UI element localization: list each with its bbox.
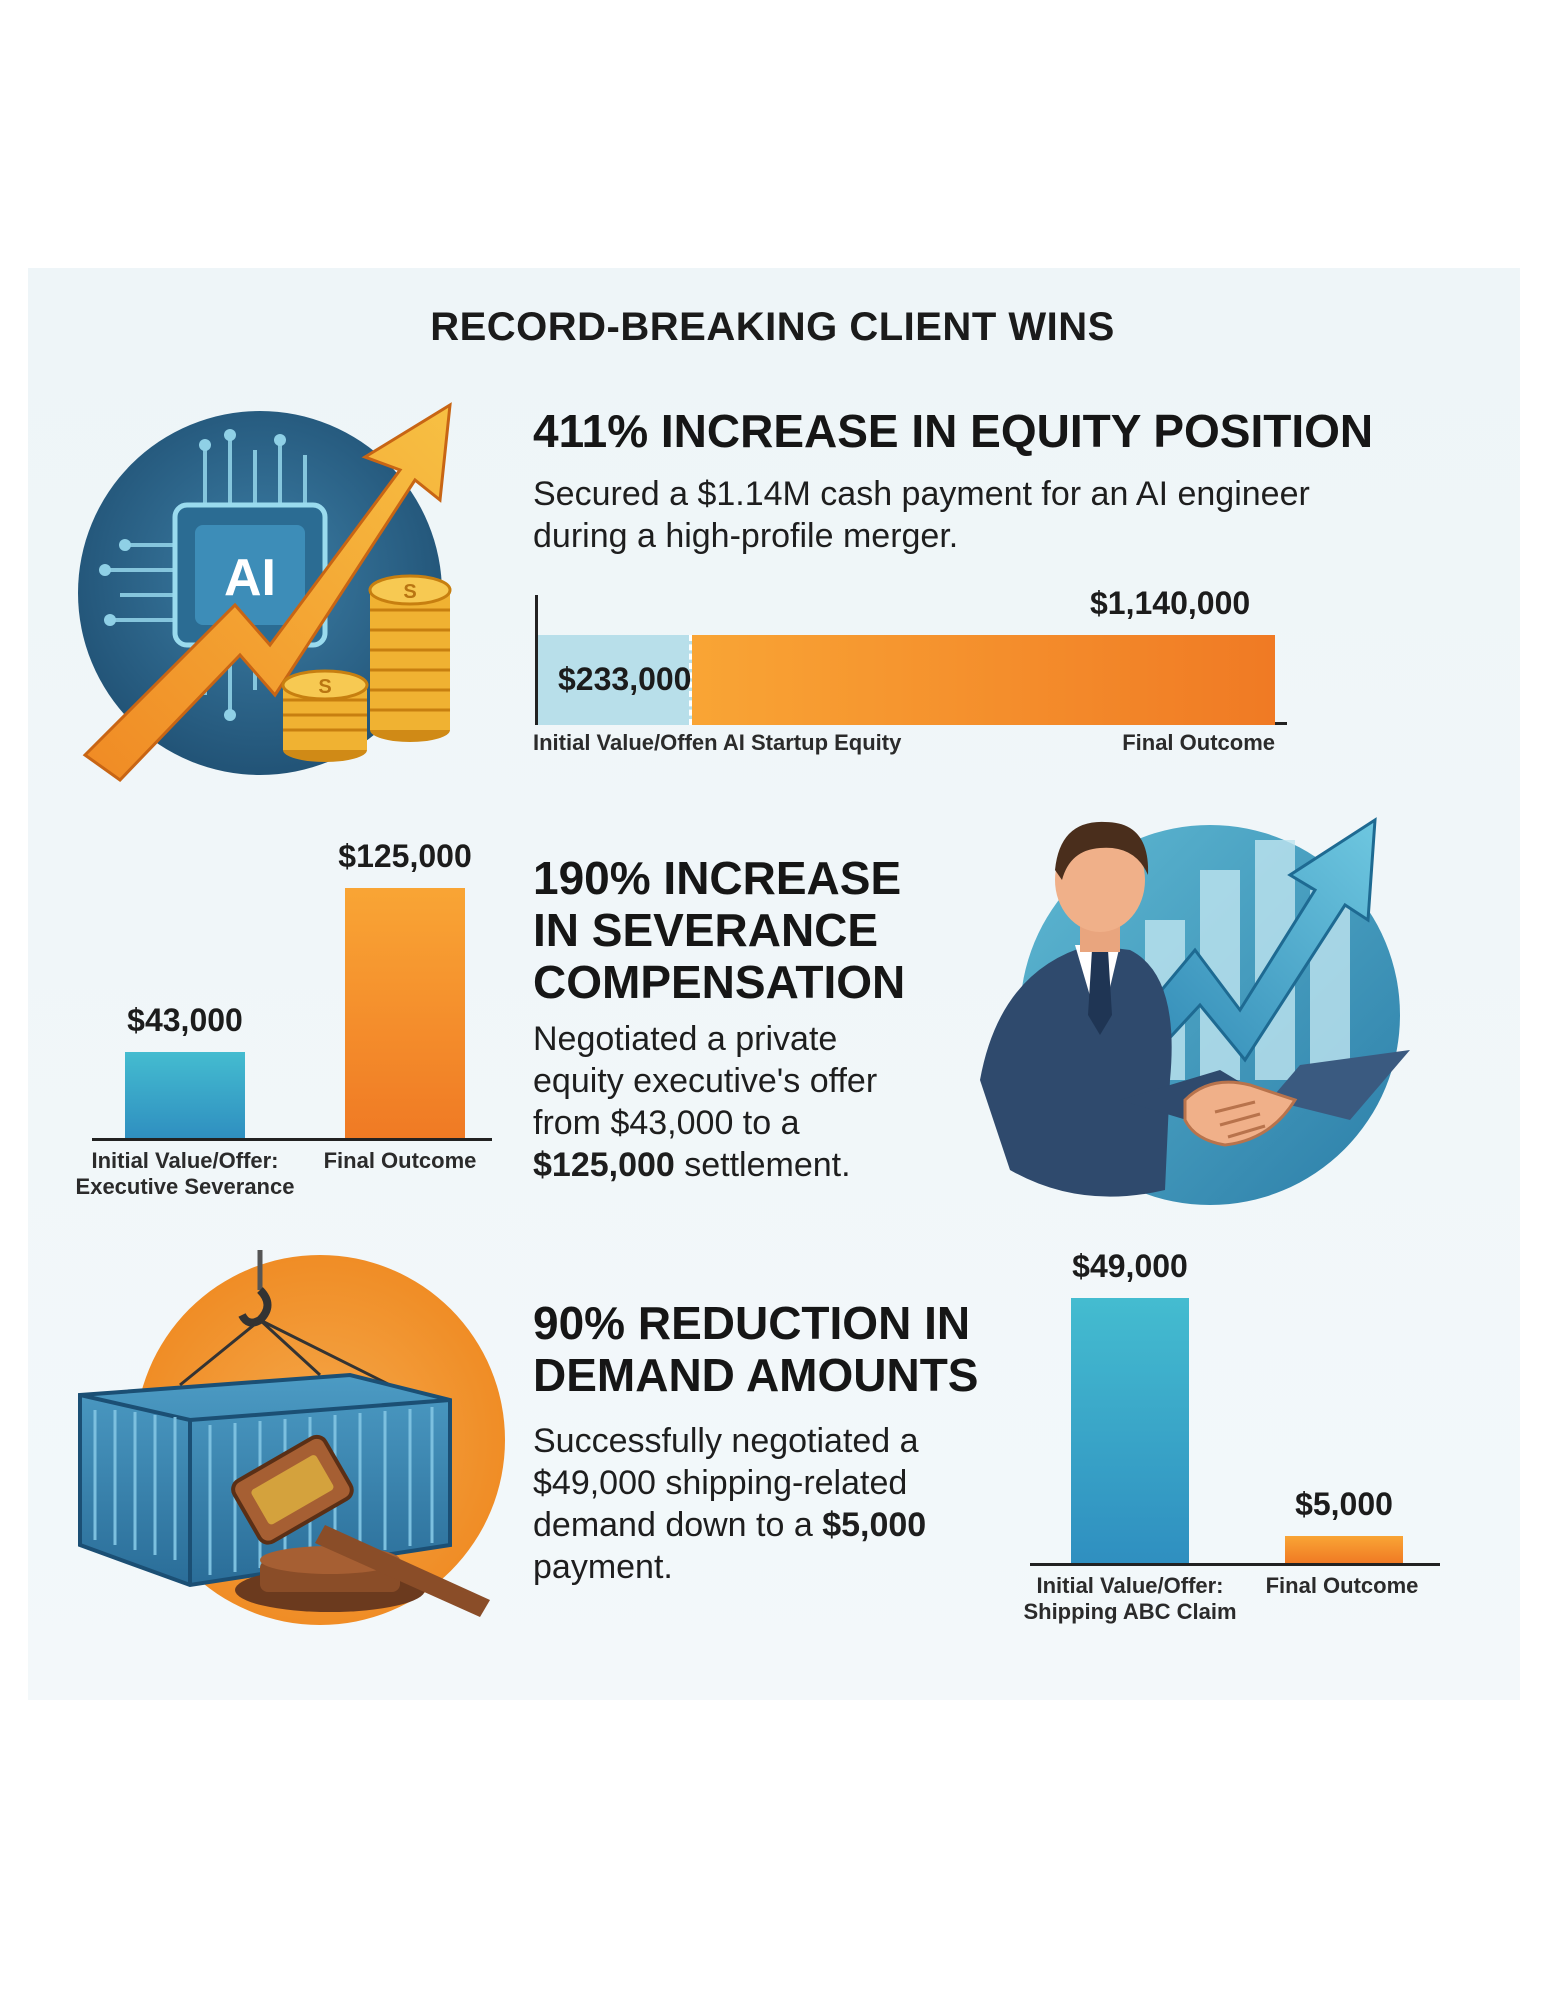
section-2-heading: 190% INCREASE IN SEVERANCE COMPENSATION	[533, 852, 905, 1008]
chart-1-bar-final	[688, 635, 1275, 725]
chart-2-label-final: Final Outcome	[323, 1148, 477, 1173]
section-2-description-bold: $125,000	[533, 1146, 675, 1184]
chart-3-x-axis	[1030, 1563, 1440, 1566]
section-3-heading-line-1: 90% REDUCTION IN	[533, 1297, 971, 1349]
section-3-description: Successfully negotiated a $49,000 shippi…	[533, 1420, 926, 1588]
section-3-heading: 90% REDUCTION IN DEMAND AMOUNTS	[533, 1297, 979, 1401]
chart-1-value-initial: $233,000	[558, 661, 692, 697]
section-3-heading-line-2: DEMAND AMOUNTS	[533, 1349, 979, 1401]
chart-2-value-initial: $43,000	[127, 1002, 243, 1038]
chart-3-label-final: Final Outcome	[1265, 1573, 1419, 1598]
chart-1-value-final: $1,140,000	[1090, 585, 1251, 621]
chart-1-label-initial: Initial Value/Offen AI Startup Equity	[533, 730, 902, 755]
section-2-description: Negotiated a private equity executive's …	[533, 1018, 877, 1186]
chart-3-value-initial: $49,000	[1072, 1248, 1188, 1284]
chart-2-x-axis	[92, 1138, 492, 1141]
section-2-heading-line-2: IN SEVERANCE	[533, 904, 879, 956]
svg-text:AI: AI	[224, 549, 276, 607]
chart-3-label-initial: Initial Value/Offer: Shipping ABC Claim	[1023, 1573, 1237, 1624]
chart-2-value-final: $125,000	[338, 838, 472, 874]
shipping-container-gavel-icon	[78, 1250, 505, 1625]
chart-1-bar-initial	[538, 635, 692, 725]
chart-3-value-final: $5,000	[1295, 1485, 1393, 1522]
page-title: RECORD-BREAKING CLIENT WINS	[430, 305, 1115, 349]
section-3-description-bold: $5,000	[822, 1506, 927, 1544]
chart-1-y-axis	[535, 595, 538, 722]
section-3-description-line-4: payment.	[533, 1548, 673, 1586]
chart-3-bar-final	[1285, 1535, 1403, 1563]
section-1-heading: 411% INCREASE IN EQUITY POSITION	[533, 405, 1374, 457]
section-2-description-tail: settlement.	[674, 1146, 851, 1184]
ai-chip-growth-arrow-coins-icon: AI S S	[78, 402, 452, 782]
chart-2-bar-initial	[125, 1052, 245, 1138]
svg-text:S: S	[403, 581, 416, 603]
section-2-heading-line-1: 190% INCREASE	[533, 852, 902, 904]
section-3-description-line-3: demand down to a $5,000	[533, 1504, 926, 1546]
section-2-description-line-2: equity executive's offer	[533, 1062, 878, 1100]
chart-2-label-initial: Initial Value/Offer: Executive Severance	[75, 1148, 295, 1199]
handshake-businessman-icon	[980, 817, 1410, 1205]
section-2-description-line-1: Negotiated a private	[533, 1020, 838, 1058]
section-3-description-line-2: $49,000 shipping-related	[533, 1464, 908, 1502]
section-3-description-prefix: demand down to a	[533, 1506, 823, 1544]
chart-1-label-final: Final Outcome	[1122, 730, 1275, 755]
section-1-description: Secured a $1.14M cash payment for an AI …	[533, 475, 1310, 555]
section-2-description-line-3: from $43,000 to a	[533, 1104, 800, 1142]
section-3-description-line-1: Successfully negotiated a	[533, 1422, 919, 1460]
section-2-description-line-4: $125,000 settlement.	[533, 1144, 877, 1186]
svg-text:S: S	[318, 676, 331, 698]
section-2-heading-line-3: COMPENSATION	[533, 956, 906, 1008]
chart-3-bar-initial	[1071, 1298, 1189, 1563]
chart-2-bar-final	[345, 888, 465, 1138]
